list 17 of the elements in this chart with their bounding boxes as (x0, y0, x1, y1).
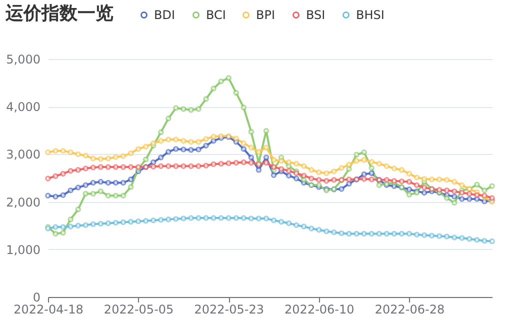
y-tick-label: 2,000 (6, 195, 40, 210)
y-tick-label: 0 (32, 290, 40, 304)
legend-label: BPI (256, 8, 276, 22)
x-tick-label: 2022-06-28 (374, 302, 445, 316)
x-tick-label: 2022-05-05 (104, 302, 174, 316)
y-tick-label: 5,000 (6, 52, 40, 66)
legend-label: BCI (206, 8, 226, 22)
x-tick-label: 2022-05-23 (194, 302, 264, 316)
y-tick-label: 4,000 (6, 100, 40, 114)
legend-label: BDI (154, 8, 176, 22)
y-tick-label: 1,000 (6, 242, 40, 257)
y-tick-label: 3,000 (6, 148, 40, 162)
x-tick-label: 2022-04-18 (14, 302, 84, 316)
chart-title: 运价指数一览 (4, 3, 114, 24)
legend-label: BHSI (356, 8, 384, 22)
x-tick-label: 2022-06-10 (284, 302, 354, 316)
legend-label: BSI (306, 8, 326, 22)
